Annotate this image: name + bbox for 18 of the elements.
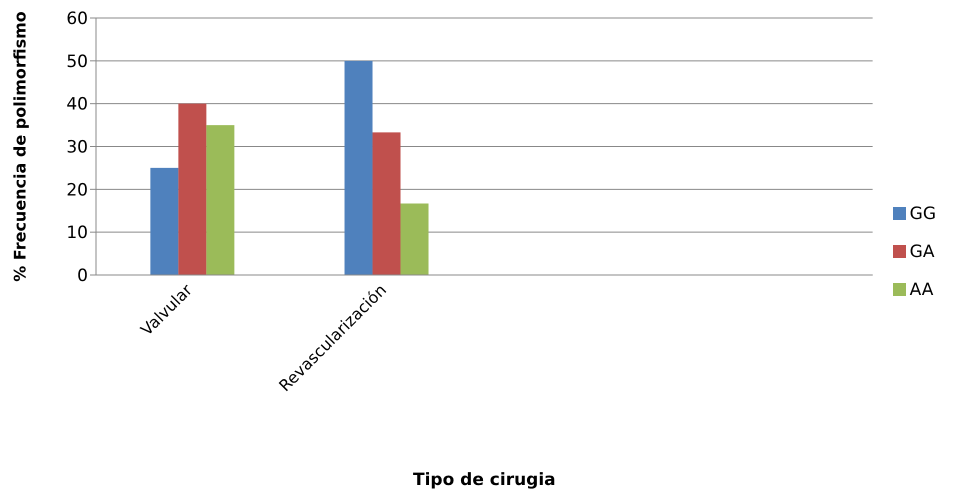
y-tick-label: 60: [66, 9, 88, 30]
bar: [372, 132, 401, 275]
y-tick-label: 20: [66, 180, 88, 200]
bar: [344, 60, 373, 275]
x-axis-title: Tipo de cirugia: [412, 470, 556, 490]
y-tick-label: 10: [66, 223, 88, 244]
legend-label: GG: [910, 204, 936, 224]
legend-label: GA: [910, 242, 934, 262]
y-axis-title: % Frecuencia de polimorfismo: [10, 11, 30, 282]
y-tick-label: 40: [66, 94, 88, 115]
y-tick-label: 30: [66, 138, 88, 158]
bar: [400, 203, 429, 275]
bar: [178, 104, 206, 275]
legend-label: AA: [910, 280, 934, 300]
y-tick-label: 50: [66, 52, 88, 72]
bar: [150, 168, 178, 275]
y-tick-label: 0: [77, 266, 88, 286]
bar: [206, 125, 234, 275]
